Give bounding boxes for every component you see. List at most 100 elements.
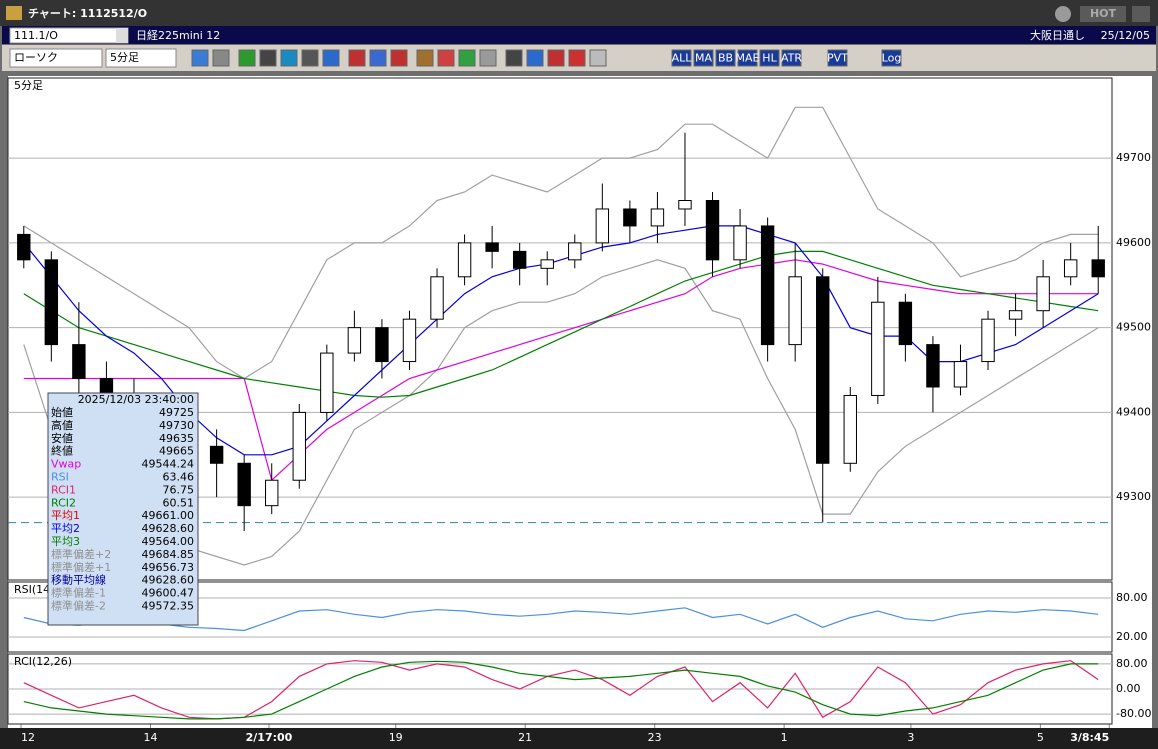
tooltip-value: 49656.73 — [142, 561, 195, 574]
tool-button-label: ALL — [672, 52, 693, 65]
panel-border — [7, 581, 1113, 653]
candle-body — [1036, 276, 1050, 312]
symbol-dropdown[interactable] — [116, 28, 128, 43]
tool-button[interactable] — [693, 49, 714, 67]
tool-icon[interactable] — [416, 49, 434, 67]
series-line — [23, 660, 1099, 720]
candle-body — [72, 344, 86, 380]
panel-title: RSI(14) — [14, 583, 54, 596]
y-tick-label: 20.00 — [1116, 630, 1148, 643]
candle-body — [953, 361, 968, 388]
tool-icon[interactable] — [458, 49, 476, 67]
tooltip-value: 49725 — [159, 406, 194, 419]
candle-body — [1091, 259, 1105, 278]
candle-body — [1063, 259, 1078, 278]
tool-icon[interactable] — [348, 49, 366, 67]
tooltip-value: 49564.00 — [142, 535, 195, 548]
tooltip-value: 49635 — [159, 432, 194, 445]
tool-icon[interactable] — [589, 49, 607, 67]
series-line — [23, 225, 1099, 456]
tool-icon[interactable] — [322, 49, 340, 67]
candle-body — [705, 200, 720, 261]
tooltip-value: 49600.47 — [142, 587, 195, 600]
tool-button-label: MAE — [736, 52, 760, 65]
candle-body — [485, 242, 499, 252]
tool-button-label: HL — [762, 52, 777, 65]
candle-body — [623, 208, 637, 227]
x-tick-label: 3/8:45 — [1070, 731, 1109, 744]
date: 25/12/05 — [1101, 29, 1150, 42]
candle-body — [44, 259, 59, 346]
header-bar — [2, 26, 1156, 44]
tool-icon[interactable] — [212, 49, 230, 67]
tooltip-label: 標準偏差+2 — [51, 547, 111, 561]
tool-icon[interactable] — [390, 49, 408, 67]
tooltip-label: 終値 — [51, 444, 73, 458]
tool-button[interactable] — [881, 49, 902, 67]
candle-body — [237, 462, 251, 507]
tool-icon[interactable] — [526, 49, 544, 67]
tool-icon[interactable] — [301, 49, 319, 67]
candle-body — [816, 276, 830, 464]
tool-button[interactable] — [715, 49, 736, 67]
candle-body — [512, 250, 527, 269]
tool-button[interactable] — [781, 49, 802, 67]
chart-type: ローソク — [14, 51, 58, 64]
chart-type-select[interactable] — [9, 48, 103, 68]
toolbar-icons: ALL MA BB MAE HL ATR PVT Log — [191, 49, 902, 67]
close-button[interactable] — [1132, 6, 1150, 22]
candle-body — [17, 233, 31, 261]
tool-icon[interactable] — [479, 49, 497, 67]
tooltip-value: 60.51 — [163, 496, 195, 509]
series-line — [23, 259, 1099, 566]
candle-body — [733, 225, 747, 261]
tool-icon[interactable] — [547, 49, 565, 67]
tooltip-value: 49661.00 — [142, 509, 195, 522]
tooltip-value: 49628.60 — [142, 574, 195, 587]
tool-icon[interactable] — [505, 49, 523, 67]
candle-body — [209, 445, 224, 464]
x-tick-label: 1 — [781, 731, 788, 744]
y-tick-label: 49300 — [1116, 490, 1151, 503]
series-line — [23, 660, 1099, 720]
tool-button[interactable] — [759, 49, 780, 67]
candle-body — [292, 411, 306, 481]
candle-body — [843, 394, 857, 464]
y-tick-label: 0.00 — [1116, 682, 1141, 695]
x-tick-label: 14 — [144, 731, 158, 744]
y-tick-label: 49500 — [1116, 321, 1151, 334]
tool-icon[interactable] — [191, 49, 209, 67]
hot-button[interactable] — [1080, 6, 1126, 22]
x-tick-label: 19 — [389, 731, 403, 744]
tool-button[interactable] — [827, 49, 848, 67]
tool-icon[interactable] — [238, 49, 256, 67]
tool-button[interactable] — [737, 49, 758, 67]
tool-icon[interactable] — [437, 49, 455, 67]
interval-select[interactable] — [105, 48, 177, 68]
tool-icon[interactable] — [280, 49, 298, 67]
y-tick-label: 49600 — [1116, 236, 1151, 249]
tooltip-box — [47, 392, 199, 626]
tooltip-datetime: 2025/12/03 23:40:00 — [78, 393, 194, 406]
help-button[interactable] — [1055, 6, 1071, 22]
candle-body — [898, 301, 913, 346]
x-tick-label: 2/17:00 — [246, 731, 293, 744]
tooltip-label: RCI2 — [51, 496, 76, 509]
tool-icon[interactable] — [568, 49, 586, 67]
tooltip-label: 高値 — [51, 418, 73, 432]
tooltip-value: 49544.24 — [142, 458, 195, 471]
tooltip-value: 76.75 — [163, 483, 195, 496]
instrument-name: 日経225mini 12 — [136, 29, 220, 42]
tooltip-label: RCI1 — [51, 483, 76, 496]
candle-body — [650, 208, 665, 227]
y-tick-label: 49400 — [1116, 405, 1151, 418]
tooltip-value: 49572.35 — [142, 600, 195, 613]
tool-icon[interactable] — [369, 49, 387, 67]
tool-icon[interactable] — [259, 49, 277, 67]
session: 大阪日通し — [1030, 28, 1085, 42]
tooltip-label: 標準偏差-1 — [51, 586, 106, 600]
tool-button[interactable] — [671, 49, 692, 67]
tooltip-label: 移動平均線 — [51, 573, 106, 587]
tooltip: 2025/12/03 23:40:00 始値 49725 高値 49730 安値 49635… — [47, 392, 199, 626]
